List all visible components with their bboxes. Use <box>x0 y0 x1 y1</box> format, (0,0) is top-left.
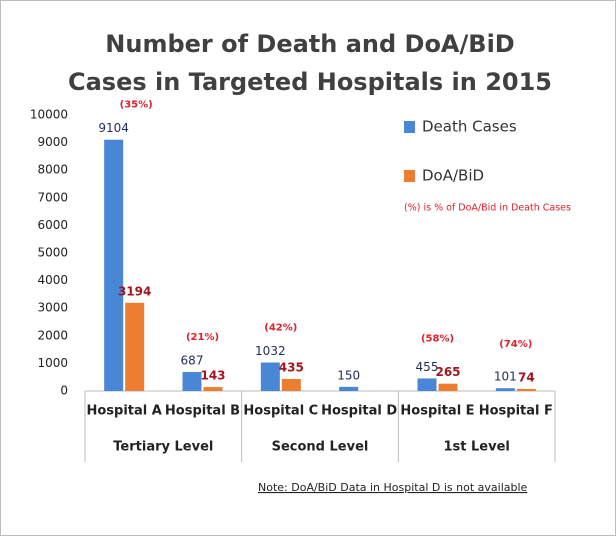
bar <box>260 362 280 391</box>
value-label: 265 <box>435 365 460 379</box>
bar <box>203 387 223 391</box>
bar <box>104 139 124 391</box>
annotation: (21%) <box>186 332 219 343</box>
group-label: 1st Level <box>443 440 509 455</box>
group-label: Tertiary Level <box>113 440 213 455</box>
bar <box>495 388 515 391</box>
value-label: 455 <box>416 360 439 374</box>
x-tick-label: Hospital E <box>400 404 474 419</box>
x-tick-label: Hospital F <box>479 404 553 419</box>
group-label: Second Level <box>272 440 369 455</box>
legend-swatch <box>404 170 415 182</box>
bar <box>417 378 437 391</box>
value-label: 143 <box>200 369 225 383</box>
y-tick-label: 6000 <box>37 218 68 232</box>
bar <box>281 378 301 391</box>
value-label: 150 <box>337 368 360 382</box>
value-label: 9104 <box>98 121 129 135</box>
chart-title: Cases in Targeted Hospitals in 2015 <box>68 68 552 96</box>
value-label: 101 <box>494 370 517 384</box>
legend-swatch <box>404 121 415 133</box>
y-tick-label: 1000 <box>37 356 68 370</box>
y-tick-label: 5000 <box>37 246 68 260</box>
x-tick-label: Hospital D <box>321 404 397 419</box>
y-tick-label: 7000 <box>37 190 68 204</box>
bar <box>339 386 359 391</box>
bar <box>125 302 145 391</box>
bar <box>438 383 458 391</box>
value-label: 3194 <box>118 284 151 298</box>
y-tick-label: 10000 <box>30 108 68 122</box>
y-tick-label: 4000 <box>37 273 68 287</box>
bar <box>182 372 202 391</box>
y-tick-label: 2000 <box>37 328 68 342</box>
footnote: Note: DoA/BiD Data in Hospital D is not … <box>258 481 528 494</box>
y-tick-label: 9000 <box>37 135 68 149</box>
y-tick-label: 0 <box>60 384 68 398</box>
value-label: 1032 <box>255 344 286 358</box>
bar <box>516 388 536 391</box>
legend-note: (%) is % of DoA/Bid in Death Cases <box>404 203 571 214</box>
y-tick-label: 3000 <box>37 301 68 315</box>
legend-label: Death Cases <box>422 118 517 136</box>
x-tick-label: Hospital B <box>165 404 240 419</box>
annotation: (35%) <box>120 100 153 111</box>
value-label: 687 <box>181 354 204 368</box>
annotation: (74%) <box>499 339 532 350</box>
x-tick-label: Hospital C <box>243 404 318 419</box>
annotation: (58%) <box>421 334 454 345</box>
value-label: 435 <box>279 360 304 374</box>
value-label: 74 <box>518 370 535 384</box>
x-tick-label: Hospital A <box>86 404 161 419</box>
chart-title: Number of Death and DoA/BiD <box>105 30 514 58</box>
annotation: (42%) <box>264 323 297 334</box>
legend-label: DoA/BiD <box>422 167 484 185</box>
y-tick-label: 8000 <box>37 163 68 177</box>
